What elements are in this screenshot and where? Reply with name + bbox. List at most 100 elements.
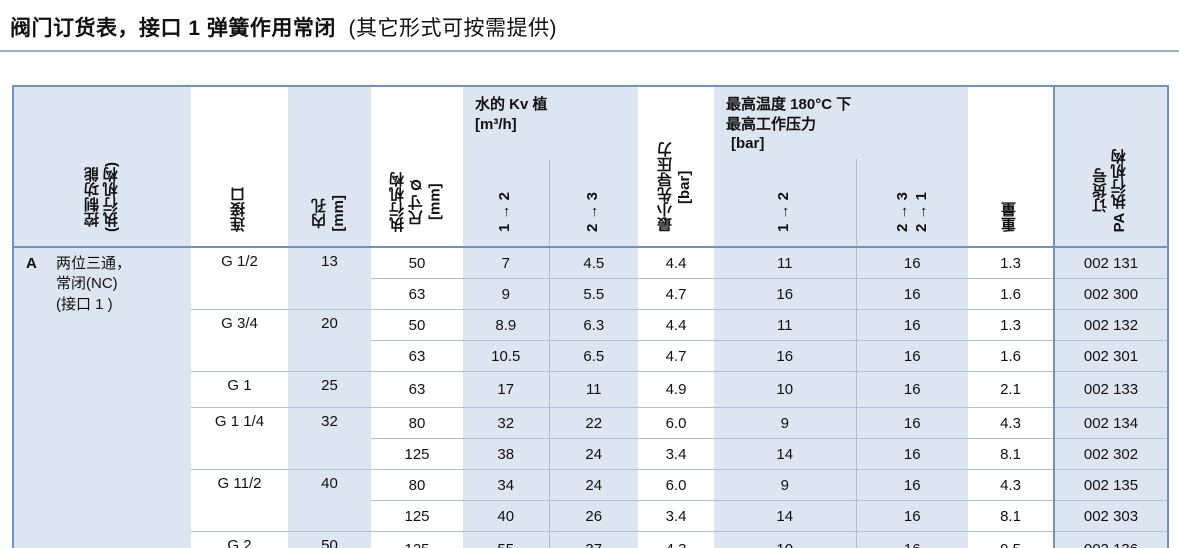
cell-bore: 40 bbox=[288, 469, 371, 532]
page-title-suffix: (其它形式可按需提供) bbox=[348, 17, 558, 40]
cell-bore: 32 bbox=[288, 407, 371, 470]
cell-pilot: 4.9 bbox=[638, 371, 714, 408]
cell-actuator: 125 bbox=[371, 500, 463, 532]
header-text: [mm] bbox=[426, 183, 444, 221]
cell-p23: 16 bbox=[855, 531, 968, 548]
header-text: 水的 Kv 植 bbox=[475, 96, 548, 113]
cell-weight: 1.6 bbox=[968, 278, 1054, 310]
cell-kv12: 55 bbox=[463, 531, 549, 548]
cell-kv23: 24 bbox=[548, 438, 638, 470]
cell-pilot: 4.7 bbox=[638, 278, 714, 310]
row-description-line: 常闭(NC) bbox=[56, 275, 118, 293]
cell-pilot: 4.4 bbox=[638, 247, 714, 279]
cell-pilot: 4.7 bbox=[638, 340, 714, 372]
cell-kv12: 34 bbox=[463, 469, 549, 501]
header-text: 2 → 3 bbox=[584, 191, 602, 232]
header-text: 重量 bbox=[1001, 202, 1019, 232]
cell-actuator: 63 bbox=[371, 278, 463, 310]
header-text: 最高温度 180°C 下 bbox=[726, 96, 852, 113]
cell-actuator: 125 bbox=[371, 438, 463, 470]
header-text: 尺寸 Ø bbox=[407, 179, 425, 225]
header-text: (执行机构) bbox=[102, 162, 120, 232]
cell-p23: 16 bbox=[855, 247, 968, 279]
cell-control-function: A 两位三通， 常闭(NC) (接口 1 ) bbox=[13, 247, 191, 548]
cell-pilot: 6.0 bbox=[638, 407, 714, 439]
cell-pilot: 4.4 bbox=[638, 309, 714, 341]
header-text: PA 执行机构 bbox=[1111, 148, 1128, 232]
cell-weight: 4.3 bbox=[968, 407, 1054, 439]
cell-kv23: 5.5 bbox=[548, 278, 638, 310]
table-row: 125 38 24 3.4 14 16 8.1 002 302 bbox=[13, 438, 1169, 470]
cell-order: 002 134 bbox=[1053, 407, 1169, 439]
cell-kv12: 32 bbox=[463, 407, 549, 439]
header-pressure-1-2: 1 → 2 bbox=[714, 159, 856, 248]
table-row: G 3/4 20 50 8.9 6.3 4.4 11 16 1.3 002 13… bbox=[13, 309, 1169, 372]
cell-order: 002 135 bbox=[1053, 469, 1169, 501]
table-row: G 2 50 125 55 37 4.3 10 16 9.5 002 136 bbox=[13, 531, 1169, 548]
header-text: [mm] bbox=[329, 195, 347, 232]
cell-actuator: 125 bbox=[371, 531, 463, 548]
cell-p12: 16 bbox=[714, 340, 856, 372]
cell-kv12: 8.9 bbox=[463, 309, 549, 341]
cell-connection: G 1/2 bbox=[191, 247, 288, 310]
header-kv-2-3: 2 → 3 bbox=[548, 159, 638, 248]
cell-kv12: 10.5 bbox=[463, 340, 549, 372]
header-text: 最小先导压力 bbox=[657, 142, 675, 232]
cell-weight: 4.3 bbox=[968, 469, 1054, 501]
table-row: G 1 25 63 17 11 4.9 10 16 2.1 002 133 bbox=[13, 371, 1169, 408]
cell-p12: 9 bbox=[714, 407, 856, 439]
cell-order: 002 303 bbox=[1053, 500, 1169, 532]
cell-kv23: 26 bbox=[548, 500, 638, 532]
row-description-line: 两位三通， bbox=[56, 255, 132, 272]
cell-kv12: 7 bbox=[463, 247, 549, 279]
header-min-pilot-pressure: 最小先导压力 [bar] bbox=[638, 86, 714, 248]
cell-weight: 1.3 bbox=[968, 309, 1054, 341]
table-row: G 1 1/4 32 80 32 22 6.0 9 16 4.3 002 134 bbox=[13, 407, 1169, 470]
header-text: [bar] bbox=[731, 135, 765, 152]
cell-order: 002 132 bbox=[1053, 309, 1169, 341]
cell-pilot: 4.3 bbox=[638, 531, 714, 548]
cell-weight: 1.6 bbox=[968, 340, 1054, 372]
cell-actuator: 80 bbox=[371, 407, 463, 439]
cell-p23: 16 bbox=[855, 438, 968, 470]
cell-pilot: 3.4 bbox=[638, 500, 714, 532]
cell-actuator: 80 bbox=[371, 469, 463, 501]
cell-kv23: 11 bbox=[548, 371, 638, 408]
cell-p12: 10 bbox=[714, 531, 856, 548]
cell-connection: G 3/4 bbox=[191, 309, 288, 372]
cell-pilot: 6.0 bbox=[638, 469, 714, 501]
cell-actuator: 63 bbox=[371, 371, 463, 408]
cell-weight: 2.1 bbox=[968, 371, 1054, 408]
header-text: [m³/h] bbox=[475, 115, 517, 133]
cell-p23: 16 bbox=[855, 340, 968, 372]
cell-p23: 16 bbox=[855, 407, 968, 439]
cell-weight: 8.1 bbox=[968, 438, 1054, 470]
header-text: 连接口 bbox=[230, 187, 248, 232]
cell-connection: G 2 bbox=[191, 531, 288, 548]
header-text: 2 → 1 bbox=[912, 191, 930, 232]
header-kv-group: 水的 Kv 植 [m³/h] bbox=[463, 86, 638, 159]
cell-p12: 9 bbox=[714, 469, 856, 501]
cell-order: 002 301 bbox=[1053, 340, 1169, 372]
cell-p12: 16 bbox=[714, 278, 856, 310]
cell-actuator: 63 bbox=[371, 340, 463, 372]
cell-p12: 11 bbox=[714, 247, 856, 279]
cell-p23: 16 bbox=[855, 309, 968, 341]
header-text: 控制功能 bbox=[83, 167, 101, 227]
cell-order: 002 133 bbox=[1053, 371, 1169, 408]
header-actuator-size: 执行机构 尺寸 Ø [mm] bbox=[371, 86, 463, 248]
cell-actuator: 50 bbox=[371, 309, 463, 341]
header-text: 1 → 2 bbox=[496, 191, 514, 232]
cell-kv23: 6.3 bbox=[548, 309, 638, 341]
header-kv-1-2: 1 → 2 bbox=[463, 159, 549, 248]
cell-p23: 16 bbox=[855, 278, 968, 310]
header-text: 执行机构 bbox=[388, 172, 406, 232]
row-description-line: (接口 1 ) bbox=[56, 295, 113, 313]
cell-kv23: 6.5 bbox=[548, 340, 638, 372]
row-letter: A bbox=[26, 255, 37, 272]
cell-weight: 8.1 bbox=[968, 500, 1054, 532]
cell-bore: 13 bbox=[288, 247, 371, 310]
title-divider bbox=[0, 50, 1179, 52]
cell-order: 002 131 bbox=[1053, 247, 1169, 279]
